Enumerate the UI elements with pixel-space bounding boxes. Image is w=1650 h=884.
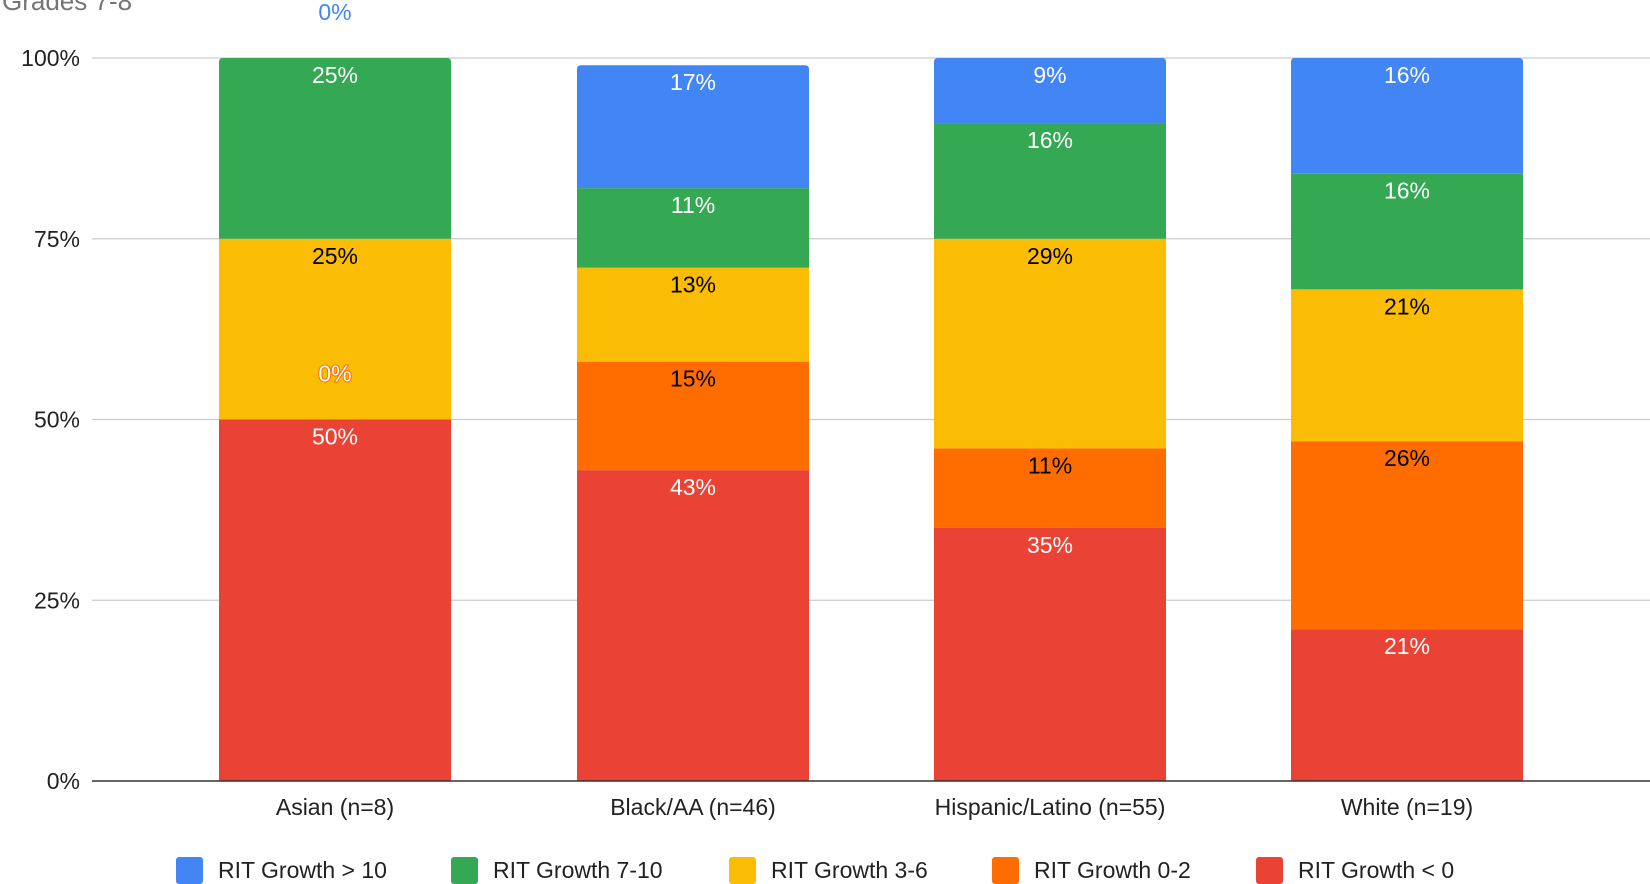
- data-label: 17%: [670, 69, 716, 95]
- y-tick-label: 75%: [34, 226, 80, 252]
- legend-label: RIT Growth < 0: [1298, 857, 1454, 883]
- legend-swatch: [992, 857, 1019, 884]
- bar-segment: [1291, 173, 1523, 290]
- x-tick-label: Asian (n=8): [276, 794, 394, 820]
- data-label: 21%: [1384, 293, 1430, 319]
- bar-segment: [577, 470, 809, 781]
- data-label: 16%: [1384, 62, 1430, 88]
- data-label: 9%: [1033, 62, 1066, 88]
- data-label: 0%: [318, 361, 351, 387]
- bar-segment: [934, 527, 1166, 781]
- legend-swatch: [451, 857, 478, 884]
- bar-segment: [219, 238, 451, 420]
- bar-segment: [577, 267, 809, 362]
- data-label: 25%: [312, 62, 358, 88]
- bar-segment: [219, 58, 451, 239]
- x-tick-label: Hispanic/Latino (n=55): [935, 794, 1166, 820]
- data-label: 15%: [670, 366, 716, 392]
- data-label: 16%: [1027, 127, 1073, 153]
- data-labels: 50% 0% 25% 25% 0% 43% 15% 13% 11% 17% 35% 11% 29% 16%…: [312, 0, 1430, 659]
- chart-title: Grades 7-8: [2, 0, 132, 16]
- legend-swatch: [1256, 857, 1283, 884]
- bars: [219, 58, 1523, 781]
- x-tick-label: Black/AA (n=46): [610, 794, 776, 820]
- legend-label: RIT Growth 7-10: [493, 857, 663, 883]
- legend-swatch: [176, 857, 203, 884]
- data-label: 25%: [312, 243, 358, 269]
- bar-segment: [934, 448, 1166, 528]
- data-label: 21%: [1384, 633, 1430, 659]
- data-label: 50%: [312, 424, 358, 450]
- bar-segment: [1291, 289, 1523, 442]
- y-tick-label: 0%: [47, 768, 80, 794]
- data-label: 43%: [670, 474, 716, 500]
- bar-segment: [577, 188, 809, 268]
- data-label: 11%: [1028, 452, 1072, 478]
- bar-segment: [577, 361, 809, 471]
- legend-label: RIT Growth 3-6: [771, 857, 928, 883]
- data-label: 0%: [318, 0, 351, 25]
- data-label: 16%: [1384, 178, 1430, 204]
- x-axis: Asian (n=8) Black/AA (n=46) Hispanic/Latin…: [92, 780, 1650, 820]
- y-tick-label: 25%: [34, 587, 80, 613]
- data-label: 11%: [671, 192, 715, 218]
- bar-segment: [1291, 629, 1523, 781]
- data-label: 35%: [1027, 532, 1073, 558]
- data-label: 29%: [1027, 243, 1073, 269]
- y-tick-label: 100%: [21, 45, 80, 71]
- y-tick-label: 50%: [34, 407, 80, 433]
- data-label: 26%: [1384, 445, 1430, 471]
- legend: RIT Growth > 10 RIT Growth 7-10 RIT Growth…: [176, 857, 1454, 884]
- legend-label: RIT Growth > 10: [218, 857, 387, 883]
- bar-segment: [934, 238, 1166, 449]
- bar-segment: [934, 58, 1166, 124]
- legend-swatch: [729, 857, 756, 884]
- bar-segment: [1291, 58, 1523, 174]
- bar-segment: [577, 65, 809, 189]
- bar-segment: [219, 419, 451, 781]
- bar-segment: [934, 123, 1166, 239]
- bar-segment: [1291, 441, 1523, 630]
- data-label: 13%: [670, 272, 716, 298]
- y-axis: 0% 25% 50% 75% 100%: [21, 45, 80, 794]
- legend-label: RIT Growth 0-2: [1034, 857, 1191, 883]
- x-tick-label: White (n=19): [1341, 794, 1473, 820]
